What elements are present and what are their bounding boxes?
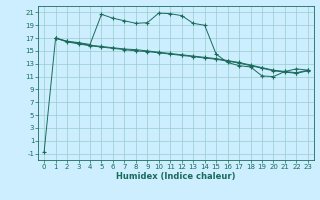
X-axis label: Humidex (Indice chaleur): Humidex (Indice chaleur) — [116, 172, 236, 181]
